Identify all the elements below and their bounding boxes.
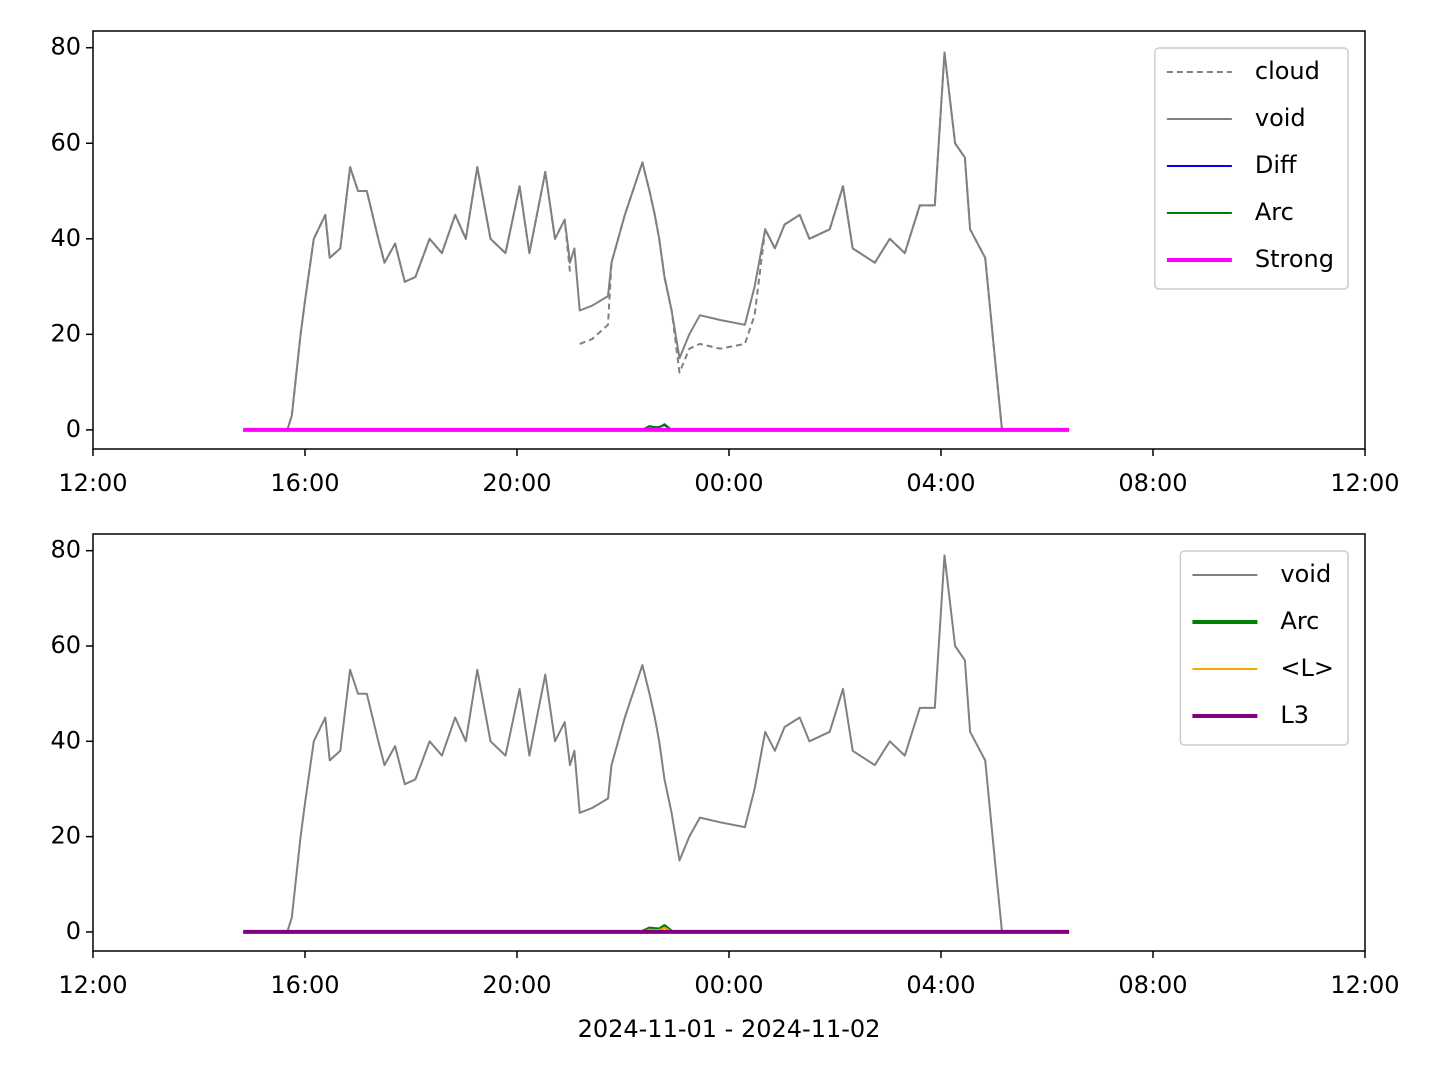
legend-label: Arc bbox=[1255, 198, 1294, 226]
y-tick-label: 60 bbox=[50, 631, 81, 659]
series-line bbox=[243, 554, 1070, 933]
axes: 0 20 40 60 80 12:00 16:00 20:00 00:00 04:00 08:00 1… bbox=[50, 30, 1400, 497]
x-tick-label: 12:00 bbox=[1330, 469, 1399, 497]
x-tick-label: 00:00 bbox=[694, 971, 763, 999]
x-tick-label: 16:00 bbox=[270, 469, 339, 497]
x-axis-label: 2024-11-01 - 2024-11-02 bbox=[578, 1015, 881, 1043]
x-tick-label: 20:00 bbox=[482, 971, 551, 999]
y-tick-label: 20 bbox=[50, 319, 81, 347]
x-tick-label: 12:00 bbox=[58, 971, 127, 999]
legend-frame bbox=[1154, 47, 1349, 290]
x-tick-label: 04:00 bbox=[906, 469, 975, 497]
y-tick-label: 0 bbox=[66, 917, 81, 945]
y-tick-label: 60 bbox=[50, 128, 81, 156]
series-line bbox=[243, 51, 1070, 431]
x-tick-label: 16:00 bbox=[270, 971, 339, 999]
legend-label: void bbox=[1280, 560, 1331, 588]
x-tick-label: 08:00 bbox=[1118, 469, 1187, 497]
legend-label: Strong bbox=[1255, 245, 1334, 273]
legend-label: L3 bbox=[1280, 701, 1309, 729]
axes: 0 20 40 60 80 12:00 16:00 20:00 00:00 04:00 08:00 1… bbox=[50, 533, 1400, 1043]
y-tick-label: 40 bbox=[50, 726, 81, 754]
x-tick-label: 12:00 bbox=[1330, 971, 1399, 999]
legend: cloud void Diff Arc Strong bbox=[1154, 47, 1349, 290]
axes-frame bbox=[92, 533, 1366, 952]
series-line bbox=[641, 423, 673, 431]
legend-frame bbox=[1179, 550, 1349, 746]
series-line bbox=[243, 51, 1070, 431]
x-tick-label: 12:00 bbox=[58, 469, 127, 497]
x-tick-label: 04:00 bbox=[906, 971, 975, 999]
legend-label: void bbox=[1255, 104, 1306, 132]
legend: void Arc <L> L3 bbox=[1179, 550, 1349, 746]
x-tick-label: 08:00 bbox=[1118, 971, 1187, 999]
legend-label: Diff bbox=[1255, 151, 1297, 179]
legend-label: Arc bbox=[1280, 607, 1319, 635]
x-tick-label: 00:00 bbox=[694, 469, 763, 497]
axes-frame bbox=[92, 30, 1366, 450]
y-tick-label: 80 bbox=[50, 33, 81, 61]
y-tick-label: 0 bbox=[66, 415, 81, 443]
x-tick-label: 20:00 bbox=[482, 469, 551, 497]
legend-label: <L> bbox=[1280, 654, 1334, 682]
y-tick-label: 40 bbox=[50, 224, 81, 252]
y-tick-label: 20 bbox=[50, 822, 81, 850]
y-tick-label: 80 bbox=[50, 536, 81, 564]
legend-label: cloud bbox=[1255, 57, 1320, 85]
